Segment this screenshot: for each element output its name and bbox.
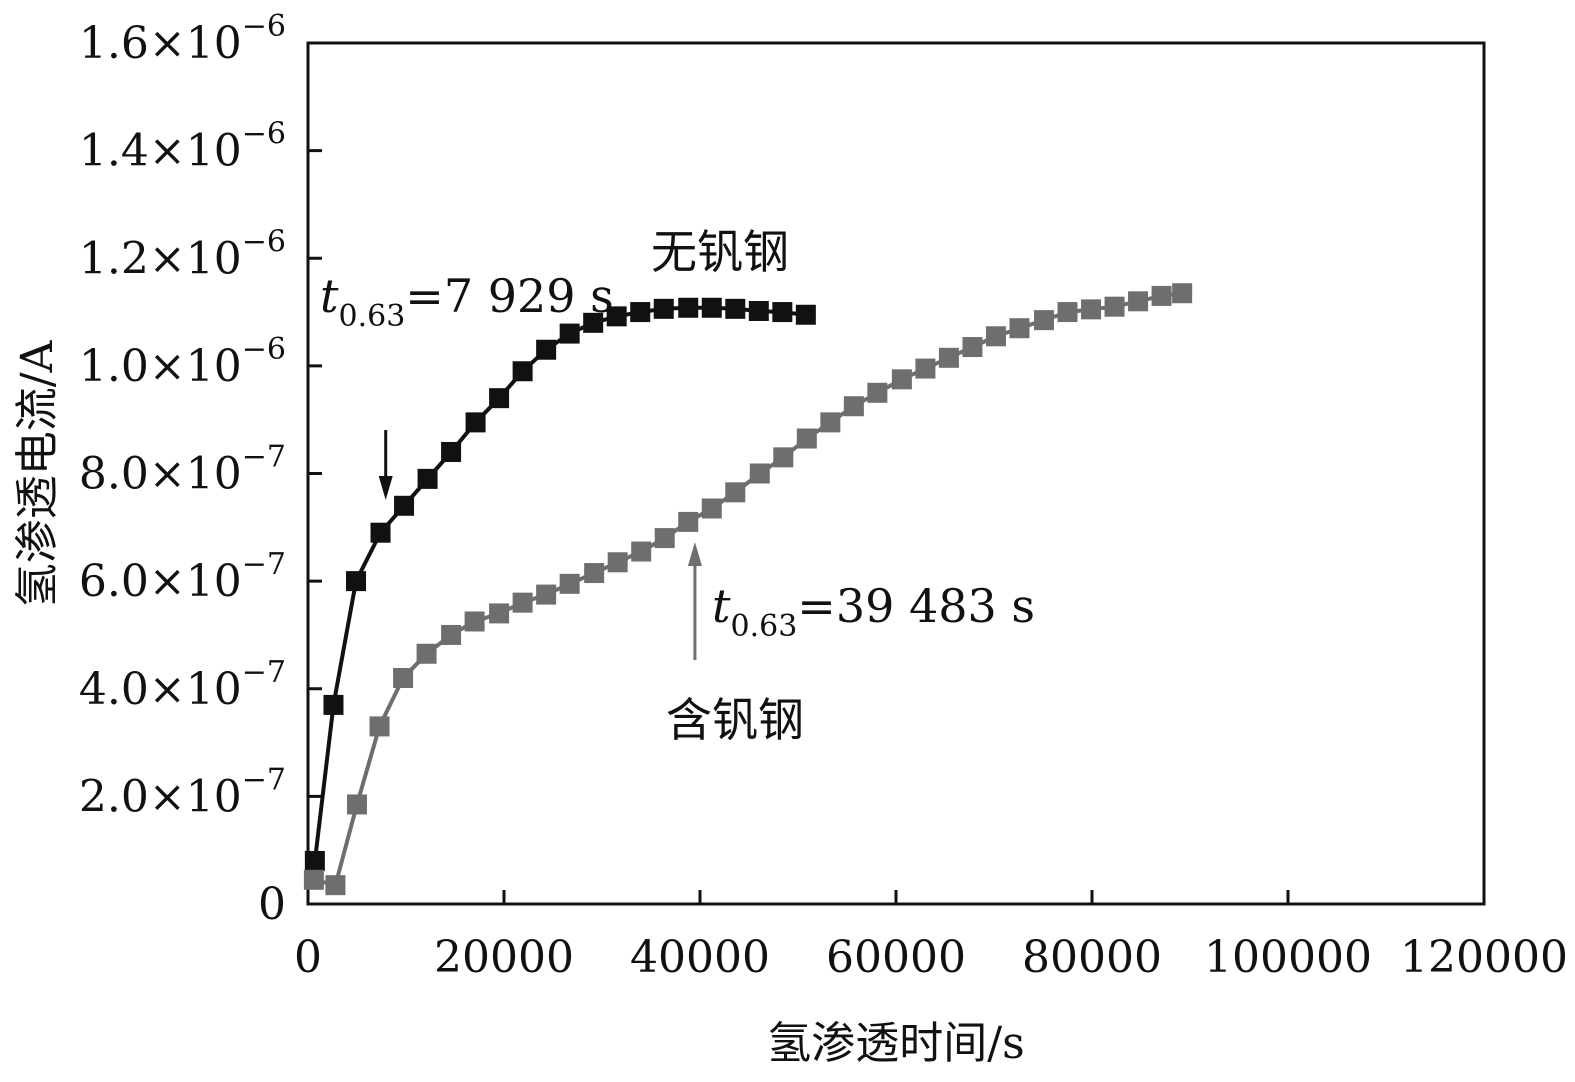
x-tick-label: 0 — [294, 932, 322, 983]
arrow-layer — [378, 430, 702, 660]
series-2-point — [820, 412, 841, 433]
series-1-point — [795, 304, 816, 325]
series-2-point — [607, 552, 628, 573]
x-tick-label: 80000 — [1022, 932, 1162, 983]
series-2-point — [1033, 310, 1054, 331]
series-2-point — [1009, 318, 1030, 339]
series-2-point — [678, 511, 699, 532]
t063-value: =7 929 s — [405, 269, 613, 323]
series-1-point — [583, 312, 604, 333]
series-1-point — [441, 441, 462, 462]
y-tick-label: 8.0×10−7 — [79, 440, 286, 500]
arrow-head-no-vanadium — [378, 476, 393, 500]
plot-frame — [306, 41, 1486, 906]
series-label-vanadium: 含钒钢 — [666, 693, 804, 747]
series-label-no-vanadium: 无钒钢 — [651, 225, 789, 279]
series-1-point — [653, 298, 674, 319]
y-axis-ticks: 0 2.0×10−7 4.0×10−7 6.0×10−7 8.0×10−7 1.0×10−… — [79, 9, 322, 930]
y-tick-label: 1.6×10−6 — [79, 9, 286, 69]
series-2-point — [1057, 302, 1078, 323]
series-2-point — [416, 643, 437, 664]
series-layer — [303, 283, 1193, 896]
t063-annotation-vanadium: t0.63=39 483 s — [712, 579, 1035, 644]
x-tick-label: 60000 — [826, 932, 966, 983]
series-2-point — [891, 369, 912, 390]
series-2-point — [654, 528, 675, 549]
y-tick-label: 1.4×10−6 — [79, 117, 286, 177]
series-1-point — [748, 300, 769, 321]
series-2-point — [393, 667, 414, 688]
series-1-point — [370, 522, 391, 543]
series-2-point — [725, 482, 746, 503]
series-1-point — [512, 361, 533, 382]
series-2-point — [867, 382, 888, 403]
series-2-point — [1081, 299, 1102, 320]
series-2-point — [369, 716, 390, 737]
series-2-point — [584, 563, 605, 584]
x-axis-ticks: 0 20000 40000 60000 80000 100000 120000 — [294, 890, 1568, 983]
x-tick-label: 40000 — [630, 932, 770, 983]
y-tick-label: 4.0×10−7 — [79, 655, 286, 715]
x-tick-label: 120000 — [1400, 932, 1568, 983]
t063-subscript: 0.63 — [731, 609, 798, 644]
series-line-1 — [312, 305, 807, 862]
series-2-point — [1104, 296, 1125, 317]
series-2-point — [464, 611, 485, 632]
series-1-point — [678, 297, 699, 318]
series-2-point — [631, 541, 652, 562]
x-axis-title: 氢渗透时间/s — [767, 1018, 1024, 1069]
t063-annotation-no-vanadium: t0.63=7 929 s — [320, 269, 614, 334]
series-2-point — [1128, 291, 1149, 312]
series-2-point — [843, 396, 864, 417]
series-2-point — [701, 498, 722, 519]
series-1-point — [394, 495, 415, 516]
series-line-2 — [313, 291, 1183, 888]
series-2-point — [303, 869, 324, 890]
y-tick-label: 1.0×10−6 — [79, 332, 286, 392]
arrow-head-vanadium — [687, 542, 702, 566]
series-1-point — [701, 297, 722, 318]
series-1-point — [606, 306, 627, 327]
series-1-point — [772, 302, 793, 323]
series-2-point — [441, 624, 462, 645]
series-1-point — [725, 298, 746, 319]
series-2-point — [1151, 285, 1172, 306]
series-2-point — [325, 875, 346, 896]
series-2-point — [512, 592, 533, 613]
y-tick-label: 6.0×10−7 — [79, 547, 286, 607]
series-2-point — [1172, 283, 1193, 304]
series-1-point — [630, 302, 651, 323]
y-tick-label: 1.2×10−6 — [79, 224, 286, 284]
series-2-point — [915, 358, 936, 379]
series-2-point — [938, 347, 959, 368]
series-2-point — [749, 463, 770, 484]
series-1-point — [559, 323, 580, 344]
series-1-point — [304, 850, 325, 871]
series-1-point — [489, 388, 510, 409]
t063-value: =39 483 s — [797, 579, 1035, 633]
series-2-point — [347, 794, 367, 815]
series-2-point — [559, 573, 580, 594]
series-2-point — [536, 584, 557, 605]
series-2-point — [985, 326, 1006, 347]
series-1-point — [536, 339, 557, 360]
series-2-point — [796, 428, 817, 449]
series-1-point — [465, 412, 486, 433]
y-tick-label: 2.0×10−7 — [79, 762, 286, 822]
t063-subscript: 0.63 — [339, 299, 406, 334]
series-2-point — [489, 603, 510, 624]
series-1-point — [346, 571, 367, 592]
y-axis-title: 氢渗透电流/A — [12, 339, 63, 607]
series-1-point — [323, 694, 344, 715]
t063-symbol: t — [712, 579, 731, 633]
y-tick-label: 0 — [258, 879, 286, 930]
x-tick-label: 20000 — [434, 932, 574, 983]
t063-symbol: t — [320, 269, 339, 323]
series-1-point — [417, 468, 438, 489]
series-2-point — [962, 337, 983, 358]
series-2-point — [773, 447, 794, 468]
x-tick-label: 100000 — [1204, 932, 1372, 983]
